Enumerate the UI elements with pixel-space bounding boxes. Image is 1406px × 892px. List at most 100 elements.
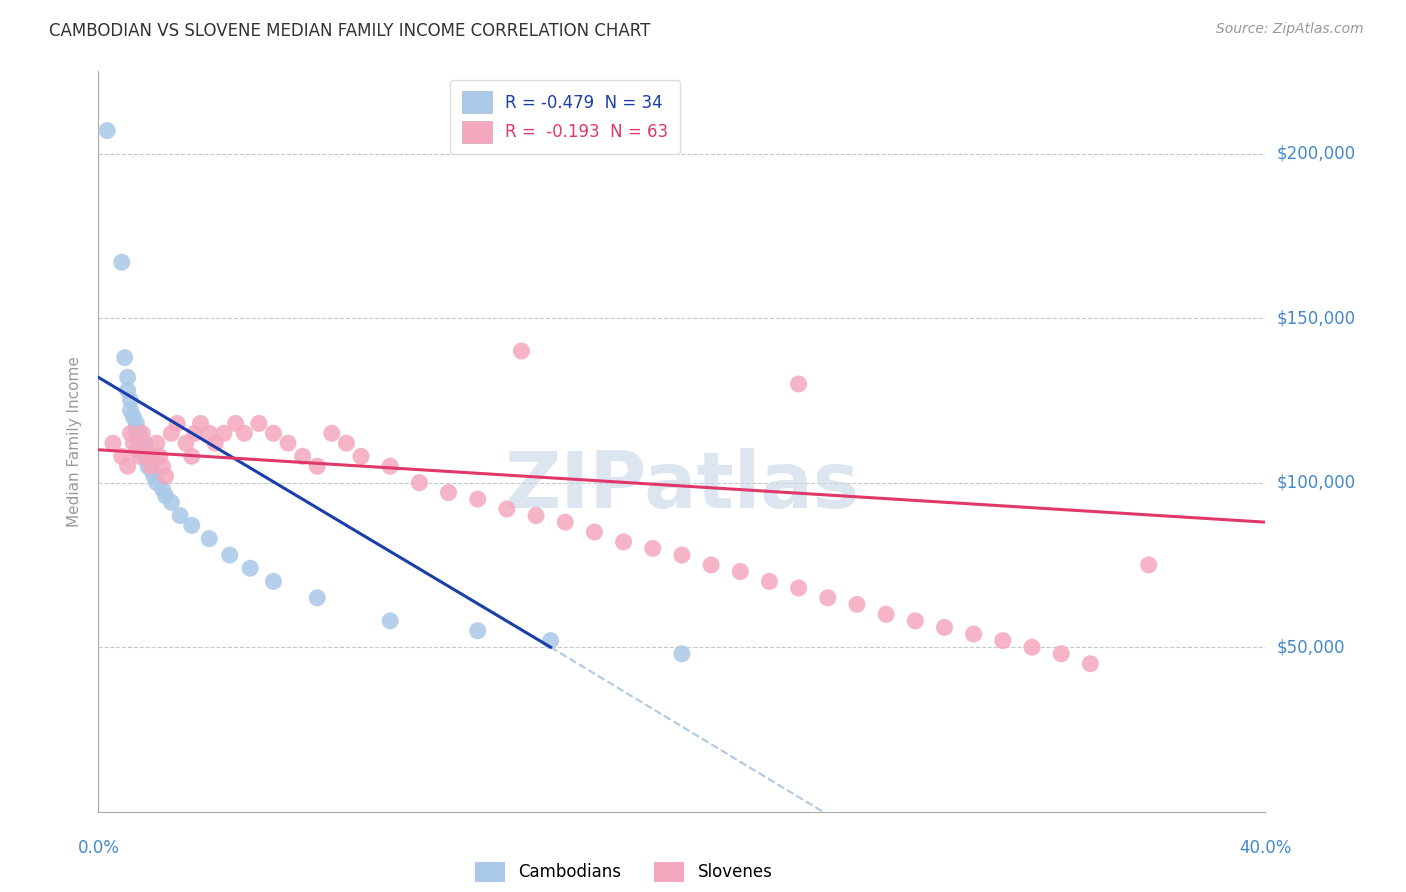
Point	[136, 452, 159, 467]
Point	[146, 475, 169, 490]
Legend: Cambodians, Slovenes: Cambodians, Slovenes	[468, 855, 779, 888]
Point	[540, 633, 562, 648]
Text: $50,000: $50,000	[1277, 638, 1346, 657]
Point	[408, 475, 430, 490]
Point	[125, 423, 148, 437]
Point	[467, 492, 489, 507]
Point	[139, 459, 162, 474]
Point	[155, 489, 177, 503]
Point	[117, 459, 139, 474]
Point	[111, 450, 134, 464]
Text: $100,000: $100,000	[1277, 474, 1355, 491]
Point	[136, 459, 159, 474]
Point	[183, 426, 205, 441]
Point	[128, 426, 150, 441]
Point	[307, 591, 329, 605]
Point	[495, 502, 517, 516]
Point	[262, 574, 284, 589]
Point	[212, 426, 235, 441]
Point	[198, 426, 221, 441]
Point	[233, 426, 256, 441]
Point	[134, 436, 156, 450]
Point	[787, 581, 810, 595]
Point	[131, 436, 153, 450]
Point	[131, 426, 153, 441]
Point	[758, 574, 780, 589]
Point	[510, 344, 533, 359]
Point	[160, 495, 183, 509]
Point	[134, 450, 156, 464]
Point	[225, 417, 247, 431]
Point	[1080, 657, 1102, 671]
Point	[1137, 558, 1160, 572]
Point	[120, 393, 142, 408]
Point	[700, 558, 723, 572]
Point	[136, 450, 159, 464]
Point	[962, 627, 984, 641]
Point	[160, 426, 183, 441]
Point	[239, 561, 262, 575]
Point	[1021, 640, 1043, 655]
Y-axis label: Median Family Income: Median Family Income	[67, 356, 83, 527]
Point	[125, 417, 148, 431]
Point	[111, 255, 134, 269]
Point	[1050, 647, 1073, 661]
Point	[991, 633, 1014, 648]
Point	[554, 515, 576, 529]
Text: CAMBODIAN VS SLOVENE MEDIAN FAMILY INCOME CORRELATION CHART: CAMBODIAN VS SLOVENE MEDIAN FAMILY INCOM…	[49, 22, 651, 40]
Point	[671, 647, 693, 661]
Point	[934, 620, 956, 634]
Point	[169, 508, 191, 523]
Point	[307, 459, 329, 474]
Point	[180, 450, 202, 464]
Text: $150,000: $150,000	[1277, 310, 1355, 327]
Point	[641, 541, 664, 556]
Point	[218, 548, 240, 562]
Point	[291, 450, 314, 464]
Text: $200,000: $200,000	[1277, 145, 1355, 162]
Point	[96, 123, 118, 137]
Point	[101, 436, 124, 450]
Point	[612, 535, 634, 549]
Point	[277, 436, 299, 450]
Point	[139, 462, 162, 476]
Point	[247, 417, 270, 431]
Point	[437, 485, 460, 500]
Point	[321, 426, 343, 441]
Point	[155, 469, 177, 483]
Point	[122, 436, 145, 450]
Point	[125, 442, 148, 457]
Point	[845, 598, 868, 612]
Point	[180, 518, 202, 533]
Point	[204, 436, 226, 450]
Point	[146, 436, 169, 450]
Point	[524, 508, 547, 523]
Point	[128, 433, 150, 447]
Point	[198, 532, 221, 546]
Point	[120, 426, 142, 441]
Text: 40.0%: 40.0%	[1239, 839, 1292, 857]
Text: ZIPatlas: ZIPatlas	[505, 448, 859, 524]
Text: 0.0%: 0.0%	[77, 839, 120, 857]
Point	[122, 409, 145, 424]
Point	[904, 614, 927, 628]
Point	[787, 376, 810, 391]
Point	[152, 482, 174, 496]
Point	[134, 442, 156, 457]
Point	[671, 548, 693, 562]
Point	[378, 459, 402, 474]
Point	[378, 614, 402, 628]
Point	[117, 370, 139, 384]
Point	[190, 417, 212, 431]
Point	[728, 565, 751, 579]
Point	[142, 469, 165, 483]
Point	[120, 403, 142, 417]
Text: Source: ZipAtlas.com: Source: ZipAtlas.com	[1216, 22, 1364, 37]
Point	[174, 436, 197, 450]
Point	[149, 450, 172, 464]
Point	[114, 351, 136, 365]
Point	[467, 624, 489, 638]
Point	[142, 450, 165, 464]
Point	[128, 450, 150, 464]
Point	[583, 524, 606, 539]
